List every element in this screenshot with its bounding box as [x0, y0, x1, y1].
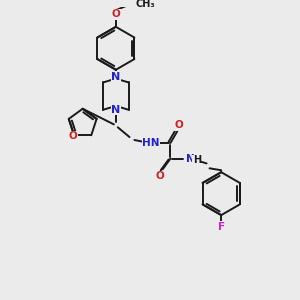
Text: CH₃: CH₃ — [135, 0, 155, 9]
Text: O: O — [112, 9, 120, 19]
Text: O: O — [175, 120, 184, 130]
Text: O: O — [155, 171, 164, 181]
Text: F: F — [218, 222, 225, 232]
Text: HN: HN — [142, 138, 160, 148]
Text: N: N — [111, 105, 121, 115]
Text: N: N — [111, 72, 121, 82]
Text: O: O — [69, 131, 77, 141]
Text: H: H — [193, 155, 201, 166]
Text: N: N — [186, 154, 194, 164]
